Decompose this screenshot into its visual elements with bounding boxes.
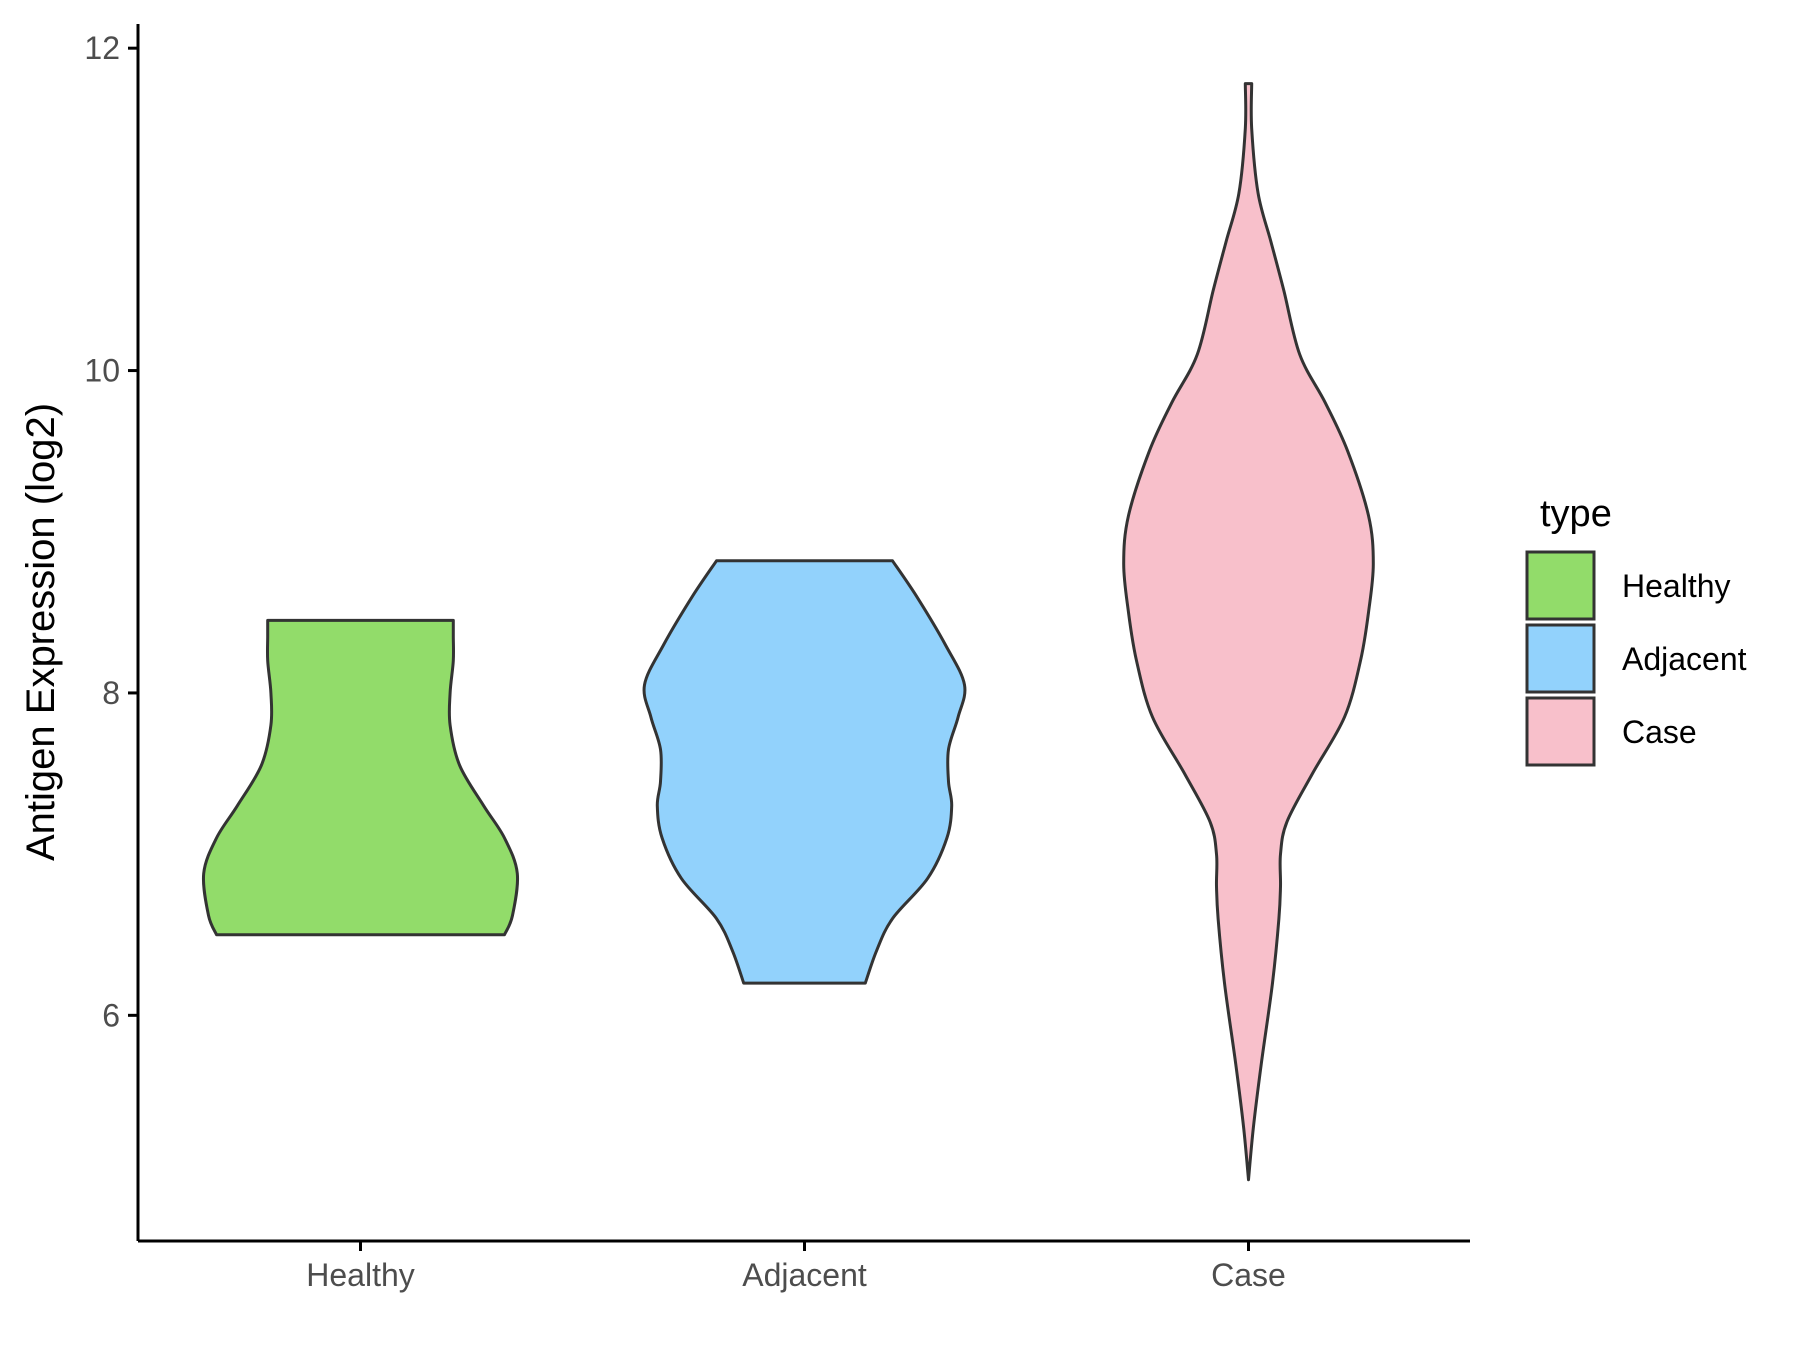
legend-swatch-case — [1525, 696, 1596, 767]
violin-case — [1122, 82, 1375, 1182]
legend-title: type — [1540, 493, 1612, 535]
y-axis-ticks: 6 8 10 12 — [84, 30, 138, 1033]
x-tick-label-healthy: Healthy — [306, 1257, 415, 1293]
legend-label-adjacent: Adjacent — [1622, 641, 1747, 677]
y-tick-label: 10 — [84, 353, 120, 389]
legend-label-healthy: Healthy — [1622, 568, 1731, 604]
violin-adjacent — [642, 559, 967, 985]
y-tick-label: 6 — [102, 997, 120, 1033]
legend-swatch-healthy — [1525, 550, 1596, 621]
legend-label-case: Case — [1622, 714, 1697, 750]
x-tick-label-case: Case — [1211, 1257, 1286, 1293]
legend-swatch-adjacent — [1525, 623, 1596, 694]
legend-items: Healthy Adjacent Case — [1525, 550, 1747, 767]
legend: type Healthy Adjacent Case — [1525, 493, 1747, 767]
violins — [201, 82, 1375, 1182]
y-tick-label: 8 — [102, 675, 120, 711]
x-axis-ticks: Healthy Adjacent Case — [306, 1241, 1286, 1293]
y-axis-title: Antigen Expression (log2) — [19, 403, 63, 861]
y-tick-label: 12 — [84, 30, 120, 66]
violin-healthy — [201, 618, 520, 937]
x-tick-label-adjacent: Adjacent — [742, 1257, 867, 1293]
